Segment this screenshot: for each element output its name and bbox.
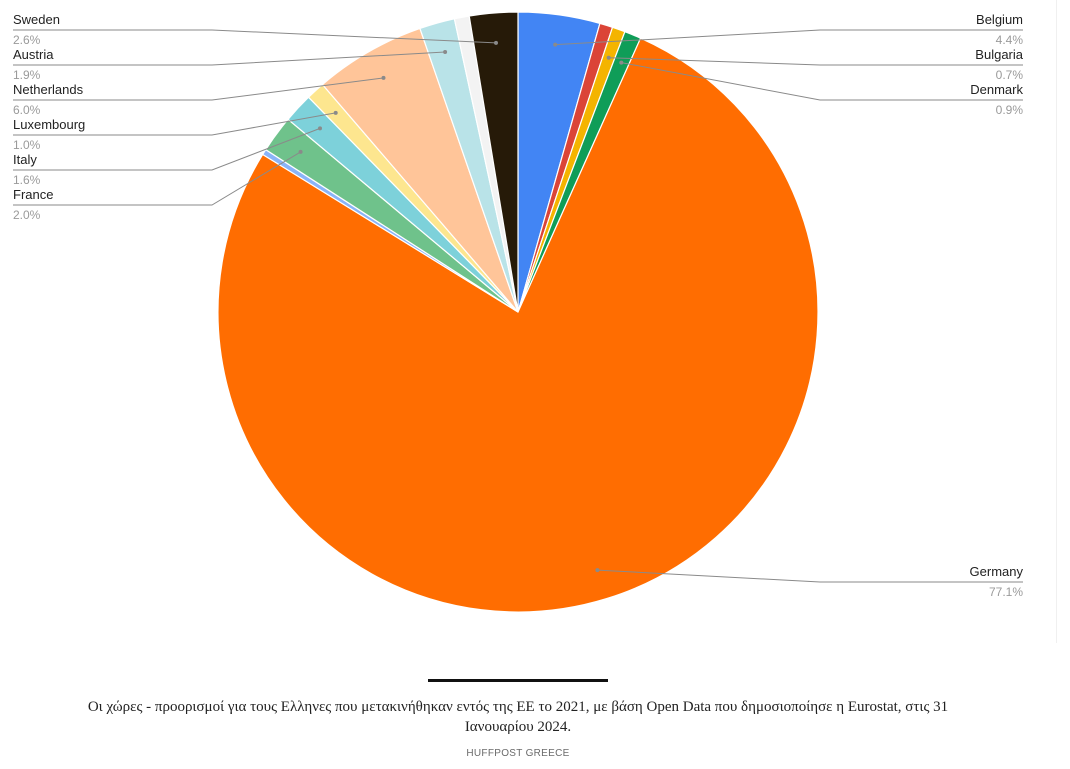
leader-line-sweden xyxy=(13,29,497,44)
pie-slices xyxy=(217,11,819,613)
slice-label-belgium: Belgium xyxy=(976,12,1023,27)
leader-line-belgium xyxy=(555,29,1023,46)
photo-credit: HUFFPOST GREECE xyxy=(466,748,570,759)
leader-dot-germany xyxy=(595,568,600,573)
slice-percent-netherlands: 6.0% xyxy=(13,103,41,117)
chart-border xyxy=(1056,0,1057,643)
leader-line-austria xyxy=(13,51,446,66)
slice-label-bulgaria: Bulgaria xyxy=(975,47,1023,62)
leader-dot-netherlands xyxy=(381,75,386,80)
leader-dot-austria xyxy=(443,50,448,54)
slice-label-netherlands: Netherlands xyxy=(13,82,84,97)
slice-percent-austria: 1.9% xyxy=(13,68,41,82)
slice-label-germany: Germany xyxy=(970,564,1024,579)
caption-divider xyxy=(428,679,608,682)
slice-label-sweden: Sweden xyxy=(13,12,60,27)
pie-chart-svg: Belgium 4.4%Bulgaria 0.7%Denmark 0.9% German… xyxy=(13,11,1024,613)
leader-line-italy xyxy=(13,127,321,171)
leader-dot-bulgaria xyxy=(606,55,611,60)
figure-caption: Οι χώρες - προορισμοί για τους Ελληνες π… xyxy=(87,699,949,735)
slice-percent-sweden: 2.6% xyxy=(13,33,41,47)
leader-dot-sweden xyxy=(494,40,498,45)
slice-label-italy: Italy xyxy=(13,152,37,167)
leader-line-denmark xyxy=(621,62,1023,101)
leader-dot-france xyxy=(298,149,303,154)
leader-dot-belgium xyxy=(553,42,558,47)
slice-percent-belgium: 4.4% xyxy=(996,33,1024,47)
leader-line-luxembourg xyxy=(13,112,336,136)
leader-dot-italy xyxy=(318,126,322,131)
pie-slice-germany xyxy=(217,37,819,613)
pie-chart: Belgium 4.4% Bulgaria 0.7% Denmark 0.9% German… xyxy=(13,0,1057,643)
leader-line-bulgaria xyxy=(608,57,1023,66)
slice-percent-france: 2.0% xyxy=(13,208,41,222)
slice-percent-bulgaria: 0.7% xyxy=(996,68,1024,82)
slice-label-denmark: Denmark xyxy=(970,82,1023,97)
slice-percent-luxembourg: 1.0% xyxy=(13,138,41,152)
leader-line-germany xyxy=(597,569,1023,583)
leader-dot-luxembourg xyxy=(333,110,338,115)
slice-percent-denmark: 0.9% xyxy=(996,103,1024,117)
leader-line-netherlands xyxy=(13,77,384,101)
slice-label-france: France xyxy=(13,187,53,202)
pie-slice-sweden xyxy=(468,11,519,313)
leader-dot-denmark xyxy=(619,60,624,65)
slice-percent-germany: 77.1% xyxy=(989,585,1023,599)
slice-percent-italy: 1.6% xyxy=(13,173,41,187)
slice-label-luxembourg: Luxembourg xyxy=(13,117,85,132)
slice-label-austria: Austria xyxy=(13,47,54,62)
leader-line-france xyxy=(13,151,301,206)
pie-labels: Belgium 4.4%Bulgaria 0.7%Denmark 0.9% German… xyxy=(13,12,1024,599)
